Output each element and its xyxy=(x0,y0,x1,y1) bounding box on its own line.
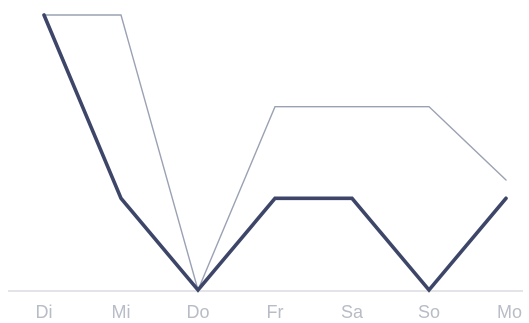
x-tick-label-Sa: Sa xyxy=(341,302,364,322)
x-tick-label-Mi: Mi xyxy=(112,302,131,322)
x-axis-ticks: Di Mi Do Fr Sa So Mo xyxy=(36,302,523,322)
x-tick-label-Fr: Fr xyxy=(267,302,284,322)
series-line-1 xyxy=(43,14,507,293)
x-tick-label-Di: Di xyxy=(36,302,53,322)
x-tick-label-Do: Do xyxy=(186,302,209,322)
series-layer xyxy=(42,13,508,293)
series-line-2 xyxy=(42,13,508,293)
x-tick-label-So: So xyxy=(418,302,440,322)
x-tick-label-Mo: Mo xyxy=(497,302,522,322)
